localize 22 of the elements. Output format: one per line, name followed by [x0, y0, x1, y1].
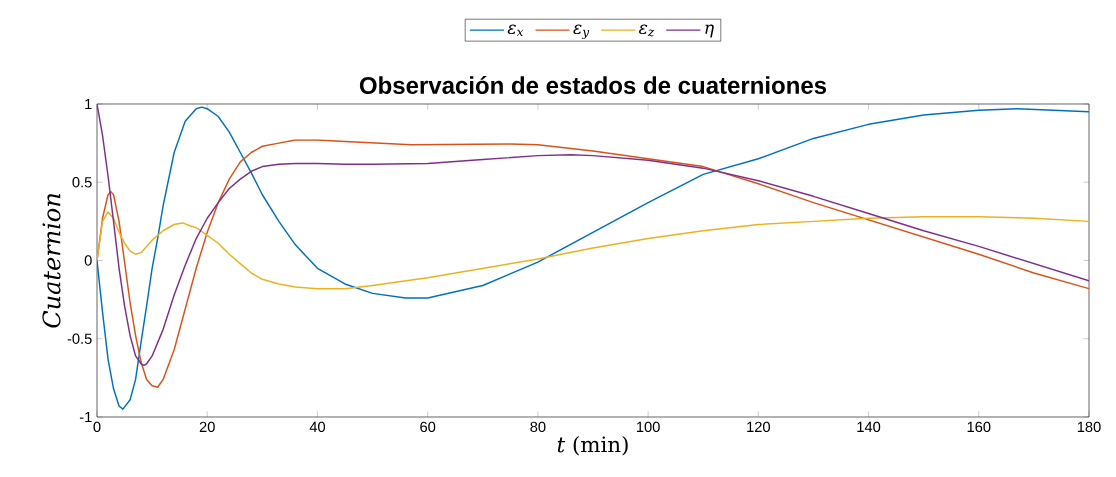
x-axis-title: t (min) [557, 435, 628, 456]
legend-label: ε$_{z}$ [638, 24, 655, 37]
x-tick-label: 120 [747, 421, 770, 433]
x-tick-label: 0 [93, 421, 101, 433]
x-tick-label: 140 [857, 421, 881, 433]
x-tick-label: 20 [199, 421, 215, 433]
x-tick-label: 80 [530, 421, 546, 433]
y-tick-label: -1 [79, 411, 92, 423]
x-tick-label: 100 [636, 421, 660, 433]
y-tick-label: -0.5 [67, 333, 92, 344]
legend-label: η [705, 24, 714, 38]
x-tick-label: 180 [1077, 421, 1101, 433]
legend-label: ε$_{y}$ [573, 24, 590, 39]
y-axis-title: Cuaternion [42, 193, 61, 328]
x-tick-label: 160 [967, 421, 991, 433]
x-tick-label: 40 [309, 421, 326, 433]
legend-label: ε$_{x}$ [507, 24, 524, 37]
y-tick-label: 0.5 [72, 177, 92, 188]
chart-title: Observación de estados de cuaterniones [359, 76, 827, 94]
x-tick-label: 60 [420, 421, 436, 433]
y-tick-label: 0 [84, 255, 92, 266]
y-tick-label: 1 [85, 98, 92, 110]
